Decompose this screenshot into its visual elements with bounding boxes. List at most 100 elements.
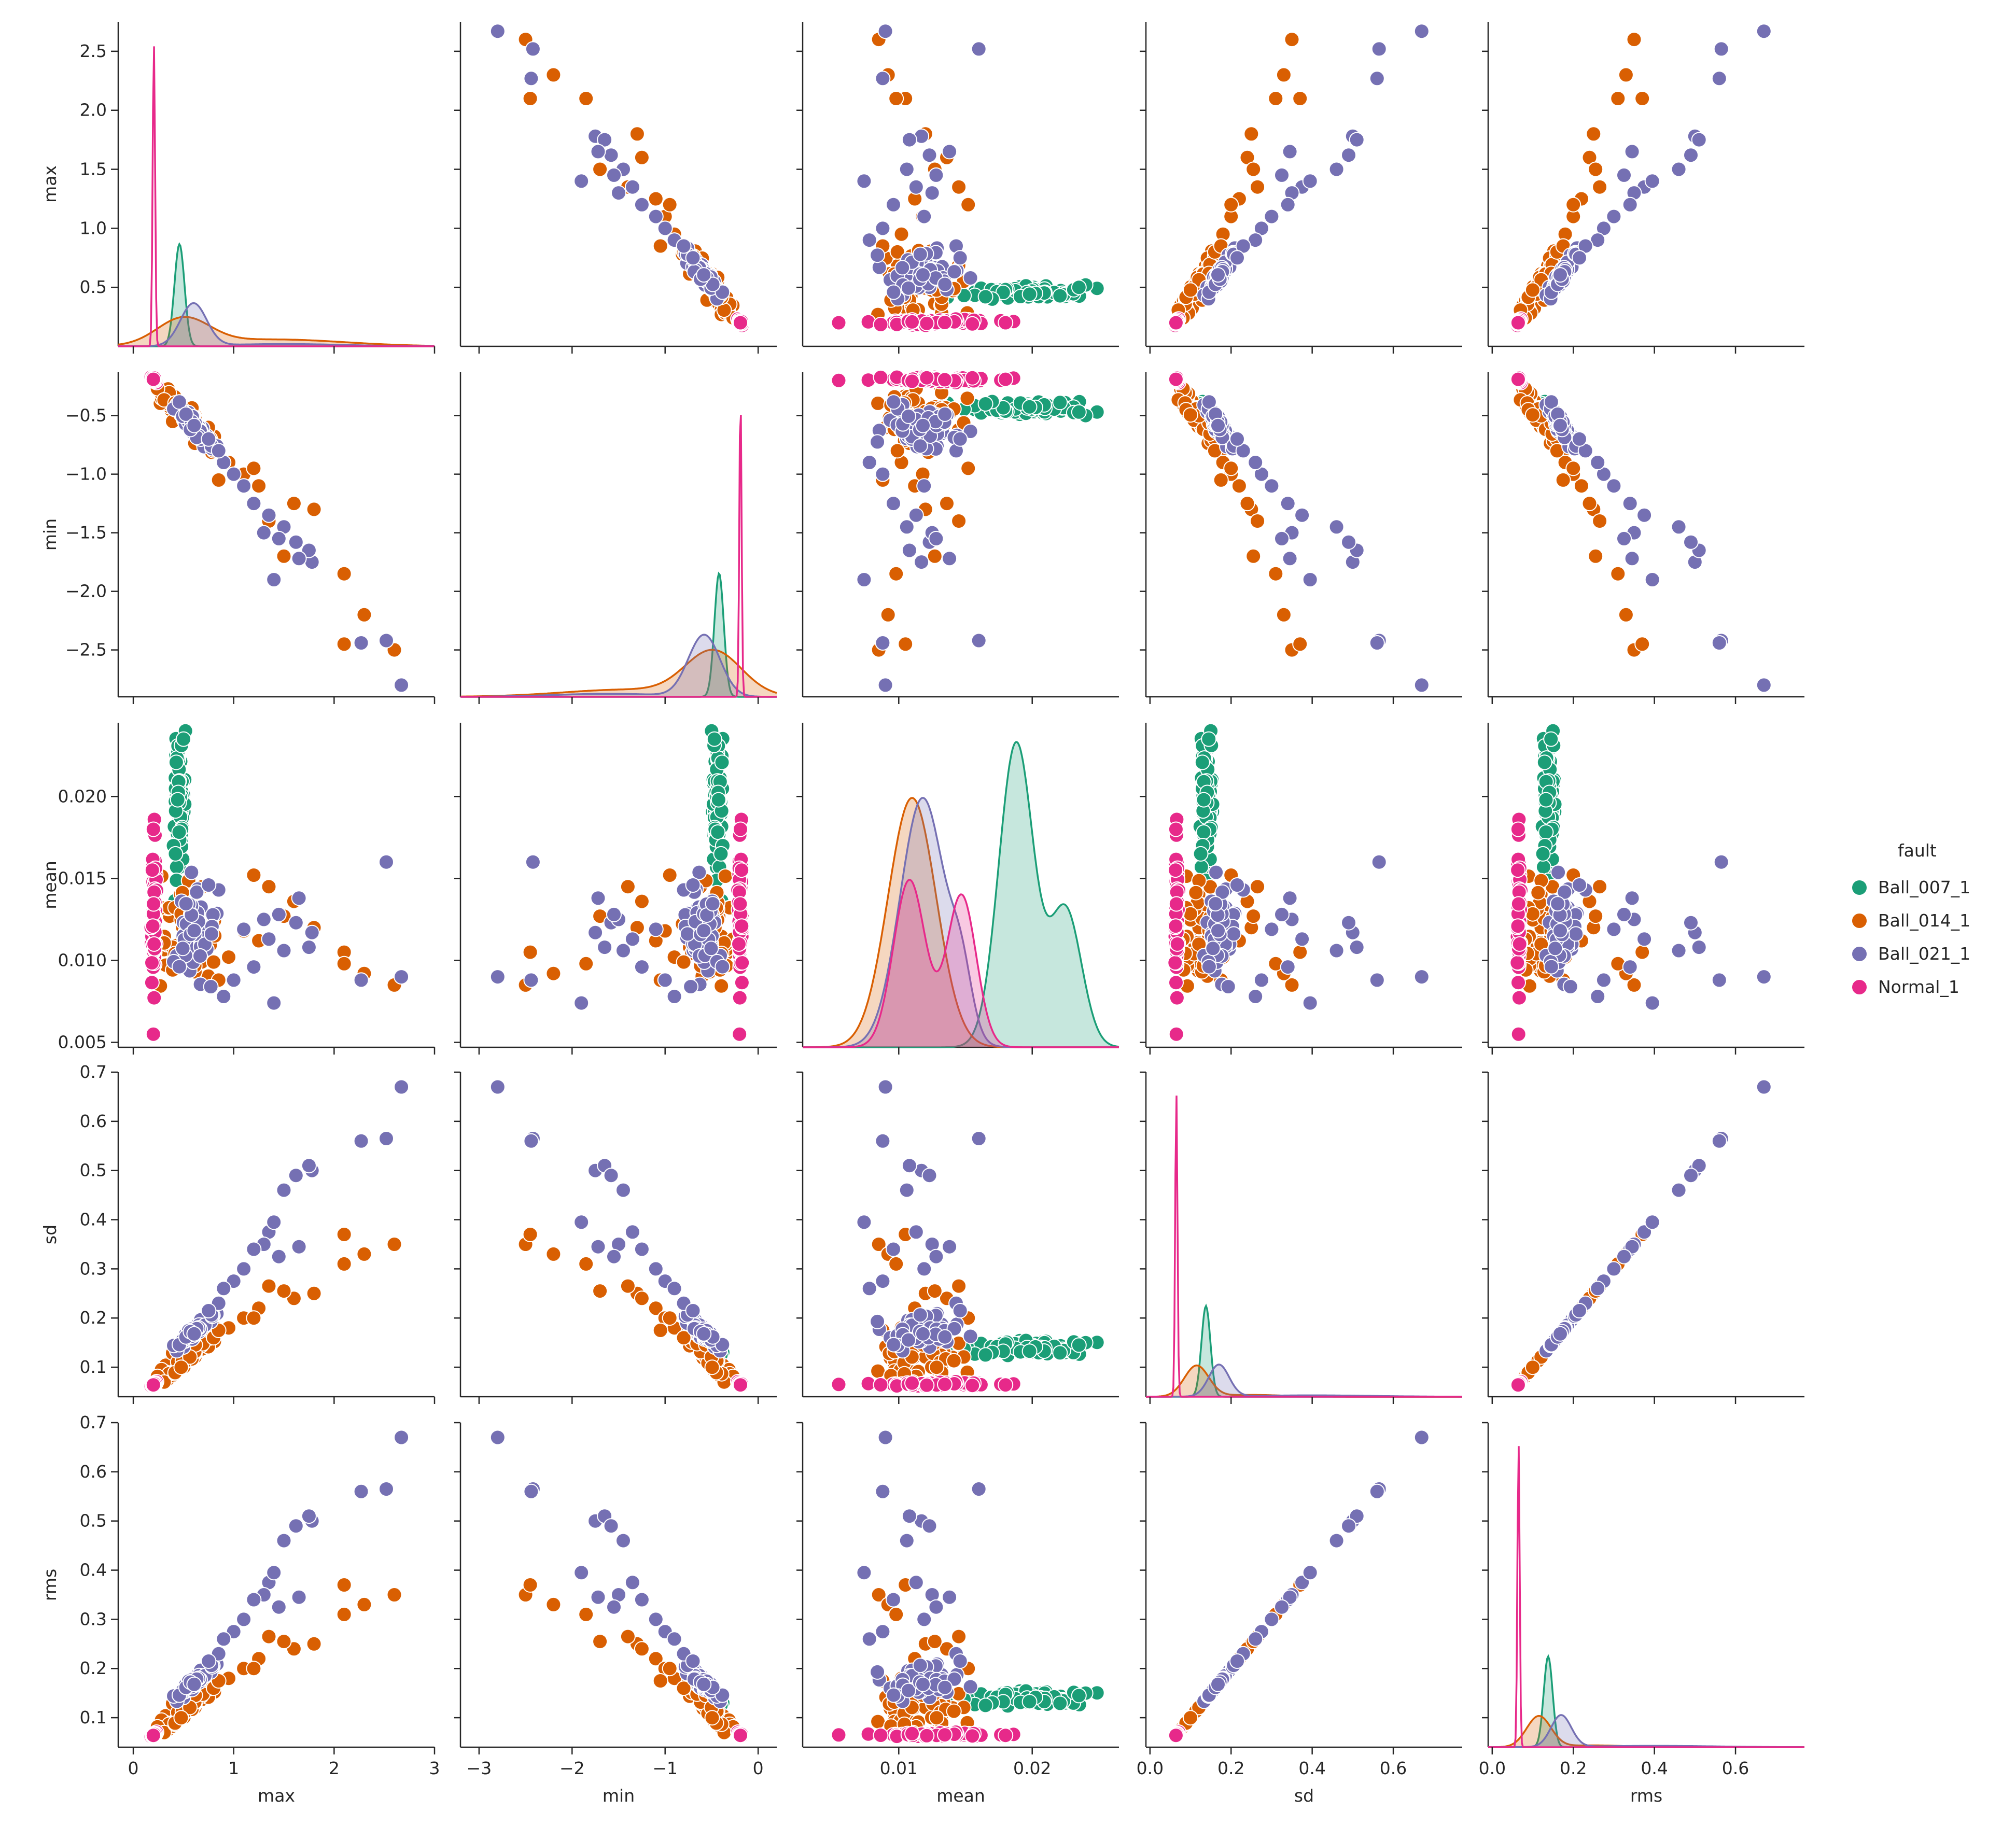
point-Ball_021_1 [1371,854,1387,870]
point-Ball_021_1 [952,431,968,447]
point-Ball_014_1 [888,566,904,582]
point-Ball_021_1 [894,260,911,276]
point-Normal_1 [1168,896,1184,912]
point-Ball_014_1 [1223,460,1239,476]
point-Ball_021_1 [1229,877,1245,893]
point-Ball_021_1 [901,542,917,558]
point-Ball_021_1 [1369,972,1385,988]
cell-min-vs-sd [1140,369,1462,704]
point-Ball_014_1 [592,1283,608,1299]
point-Ball_021_1 [1606,208,1622,224]
cell-sd-vs-mean [796,1071,1119,1404]
point-Ball_007_1 [1021,1343,1038,1359]
point-Ball_021_1 [203,926,219,942]
point-Ball_021_1 [1671,943,1687,959]
point-Ball_021_1 [1349,132,1365,148]
point-Ball_021_1 [1341,915,1356,931]
point-Normal_1 [1510,371,1526,387]
point-Ball_021_1 [1210,923,1226,939]
point-Ball_007_1 [706,731,722,747]
point-Ball_021_1 [590,1239,606,1255]
ytick-label: −2.5 [65,640,107,660]
point-Ball_014_1 [356,1246,372,1262]
point-Ball_021_1 [573,995,590,1011]
ylabel-max: max [40,165,60,203]
point-Ball_007_1 [1052,1345,1068,1361]
point-Ball_021_1 [256,525,272,541]
point-Ball_014_1 [522,91,538,106]
point-Ball_014_1 [652,238,668,254]
point-Ball_014_1 [545,67,562,83]
point-Ball_021_1 [861,232,877,248]
point-Ball_021_1 [685,1303,701,1318]
point-Ball_021_1 [1229,431,1245,447]
point-Ball_021_1 [1595,972,1612,988]
point-Normal_1 [919,315,935,331]
point-Ball_014_1 [1182,282,1198,298]
point-Ball_021_1 [379,1131,394,1146]
point-Ball_014_1 [246,460,262,476]
point-Ball_021_1 [597,132,613,148]
point-Ball_014_1 [634,1290,650,1307]
point-Ball_014_1 [1292,636,1308,652]
point-Ball_021_1 [1616,167,1632,183]
point-Ball_007_1 [1538,824,1554,840]
point-Ball_014_1 [939,496,955,512]
point-Ball_021_1 [1552,923,1568,939]
point-Ball_021_1 [1302,572,1318,587]
point-Ball_021_1 [908,1224,924,1240]
point-Ball_021_1 [266,572,282,587]
point-Ball_014_1 [1588,908,1604,924]
point-Normal_1 [1510,821,1526,837]
point-Normal_1 [1169,990,1185,1006]
cell-mean-vs-rms [1482,723,1804,1055]
point-Normal_1 [734,975,750,991]
point-Ball_014_1 [545,965,562,981]
point-Ball_014_1 [676,954,692,970]
ytick-label: 0.6 [80,1111,107,1131]
point-Ball_021_1 [624,179,640,195]
point-Ball_014_1 [713,978,730,994]
point-Ball_014_1 [276,1283,292,1299]
point-Ball_021_1 [928,530,944,546]
point-Ball_021_1 [715,959,731,975]
point-Normal_1 [1168,975,1184,991]
point-Ball_014_1 [1245,548,1262,564]
point-Ball_021_1 [1369,635,1385,651]
point-Ball_021_1 [899,161,915,177]
point-Ball_021_1 [1282,144,1298,160]
point-Ball_014_1 [888,1256,904,1272]
point-Ball_021_1 [861,455,877,470]
point-Ball_021_1 [1550,896,1566,912]
point-Ball_021_1 [203,979,219,994]
point-Ball_021_1 [246,959,262,975]
point-Ball_014_1 [652,1323,668,1338]
point-Ball_021_1 [648,208,664,224]
point-Ball_021_1 [937,1329,953,1345]
point-Ball_021_1 [226,972,242,988]
ylabel-mean: mean [40,861,60,909]
point-Ball_014_1 [1245,908,1262,924]
point-Ball_014_1 [889,244,905,260]
point-Ball_021_1 [246,496,262,512]
point-Normal_1 [733,1377,748,1393]
point-Ball_014_1 [898,636,914,652]
point-Ball_021_1 [1341,147,1356,163]
point-Ball_014_1 [522,1227,538,1242]
point-Ball_021_1 [615,1182,631,1198]
point-Ball_021_1 [1371,41,1387,57]
point-Ball_021_1 [901,132,917,148]
point-Ball_021_1 [937,276,953,292]
point-Ball_021_1 [901,1158,917,1174]
point-Ball_021_1 [1547,940,1563,957]
point-Ball_021_1 [394,677,410,693]
point-Ball_021_1 [1253,972,1269,988]
cell-sd-vs-min [454,1071,777,1404]
point-Normal_1 [1510,862,1526,878]
point-Ball_021_1 [587,924,604,940]
point-Ball_014_1 [1292,944,1308,960]
point-Ball_021_1 [271,530,287,546]
point-Ball_021_1 [915,267,931,283]
point-Ball_021_1 [870,434,886,450]
point-Ball_021_1 [899,1182,915,1198]
